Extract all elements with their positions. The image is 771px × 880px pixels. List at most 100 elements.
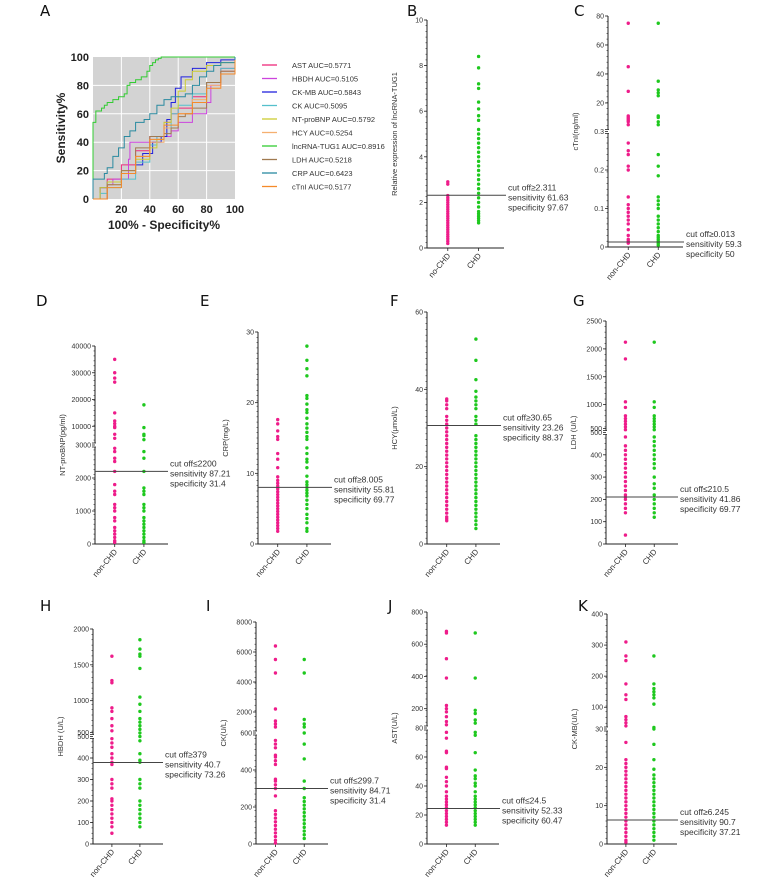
- data-point-chd: [142, 456, 146, 460]
- y-tick-label: 300: [590, 475, 602, 482]
- data-point-chd: [474, 418, 478, 422]
- data-point-non-chd: [110, 816, 114, 820]
- x-category-label: CHD: [126, 847, 144, 866]
- data-point-chd: [302, 779, 306, 783]
- data-point-non-chd: [445, 499, 449, 504]
- data-point-chd: [652, 811, 656, 816]
- y-tick-label: 400: [77, 756, 89, 763]
- data-point-non-chd: [445, 480, 449, 484]
- y-tick-label: 60: [415, 755, 423, 762]
- data-point-non-chd: [623, 414, 628, 418]
- x-category-label: non-CHD: [604, 250, 632, 281]
- data-point-chd: [656, 195, 660, 199]
- data-point-chd: [652, 428, 656, 432]
- data-point-non-chd: [624, 658, 628, 663]
- roc-x-tick-label: 80: [200, 204, 212, 216]
- y-tick-label: 2000: [73, 627, 89, 634]
- data-point-chd: [473, 823, 477, 827]
- data-point-chd: [476, 159, 481, 164]
- data-point-chd: [473, 784, 477, 788]
- data-point-chd: [652, 448, 656, 453]
- data-point-chd: [656, 218, 660, 222]
- data-point-chd: [138, 647, 142, 651]
- data-point-chd: [138, 724, 142, 728]
- data-point-non-chd: [624, 780, 628, 785]
- x-category-label: CHD: [465, 251, 483, 270]
- data-point-non-chd: [276, 437, 280, 442]
- roc-x-tick-label: 20: [115, 204, 127, 216]
- x-category-label: CHD: [291, 847, 309, 866]
- data-point-chd: [473, 808, 477, 813]
- y-tick-label: 1000: [73, 698, 89, 705]
- data-point-non-chd: [444, 703, 449, 708]
- legend-entry: NT-proBNP AUC=0.5792: [292, 115, 375, 124]
- data-point-non-chd: [273, 812, 278, 817]
- data-point-chd: [656, 120, 660, 124]
- data-point-chd: [473, 814, 477, 819]
- data-point-non-chd: [626, 114, 630, 118]
- data-point-chd: [473, 811, 477, 816]
- data-point-chd: [138, 720, 142, 724]
- data-point-chd: [305, 465, 309, 470]
- data-point-chd: [656, 222, 660, 226]
- data-point-chd: [302, 818, 306, 822]
- roc-x-tick-label: 60: [172, 204, 184, 216]
- data-point-chd: [474, 499, 478, 504]
- data-point-non-chd: [445, 484, 449, 488]
- cutoff-annotation: sensitivity 40.7: [165, 760, 221, 770]
- legend-entry: LDH AUC=0.5218: [292, 156, 352, 165]
- data-point-chd: [476, 66, 481, 70]
- data-point-chd: [305, 512, 309, 517]
- data-point-non-chd: [624, 769, 628, 773]
- data-point-non-chd: [113, 449, 117, 454]
- data-point-non-chd: [113, 446, 117, 450]
- data-point-non-chd: [444, 715, 449, 719]
- y-tick-label: 2000: [236, 710, 252, 717]
- cutoff-annotation: cut off≤2200: [170, 458, 217, 468]
- y-tick-label: 2000: [586, 346, 602, 353]
- y-tick-label: 4: [419, 154, 423, 161]
- y-tick-label: 0: [600, 245, 604, 252]
- data-point-non-chd: [113, 436, 117, 441]
- data-point-chd: [142, 437, 146, 442]
- data-point-chd: [302, 807, 306, 811]
- data-point-chd: [142, 403, 146, 407]
- data-point-non-chd: [445, 414, 449, 419]
- cutoff-annotation: sensitivity 41.86: [680, 494, 741, 504]
- data-point-non-chd: [623, 457, 628, 461]
- data-point-non-chd: [273, 719, 278, 723]
- data-point-non-chd: [624, 721, 628, 725]
- y-tick-label: 80: [596, 14, 604, 21]
- data-point-chd: [138, 758, 142, 762]
- data-point-non-chd: [444, 706, 449, 711]
- data-point-non-chd: [445, 503, 449, 508]
- cutoff-annotation: specificity 97.67: [508, 202, 569, 212]
- data-point-non-chd: [273, 738, 278, 743]
- data-point-chd: [474, 526, 478, 531]
- data-point-chd: [476, 155, 481, 159]
- y-tick-label: 0: [248, 842, 252, 849]
- y-tick-label: 600: [411, 642, 423, 649]
- data-point-chd: [473, 676, 477, 680]
- data-point-chd: [474, 492, 478, 496]
- data-point-chd: [473, 708, 477, 712]
- data-point-non-chd: [623, 475, 628, 479]
- data-point-chd: [656, 229, 660, 234]
- y-tick-label: 600: [240, 731, 252, 738]
- data-point-chd: [473, 820, 477, 824]
- legend-entry: CK-MB AUC=0.5843: [292, 88, 361, 97]
- data-point-chd: [138, 782, 142, 786]
- y-tick-label: 40: [415, 784, 423, 791]
- data-point-chd: [652, 788, 656, 793]
- data-point-non-chd: [623, 466, 628, 470]
- y-tick-label: 800: [411, 610, 423, 617]
- data-point-non-chd: [113, 357, 117, 362]
- data-point-non-chd: [444, 797, 449, 801]
- y-tick-label: 20: [246, 400, 254, 407]
- data-point-non-chd: [276, 475, 280, 479]
- cutoff-annotation: specificity 88.37: [503, 432, 564, 442]
- data-point-non-chd: [113, 421, 117, 426]
- data-point-chd: [138, 807, 142, 812]
- data-point-non-chd: [273, 838, 278, 842]
- data-point-non-chd: [444, 629, 449, 634]
